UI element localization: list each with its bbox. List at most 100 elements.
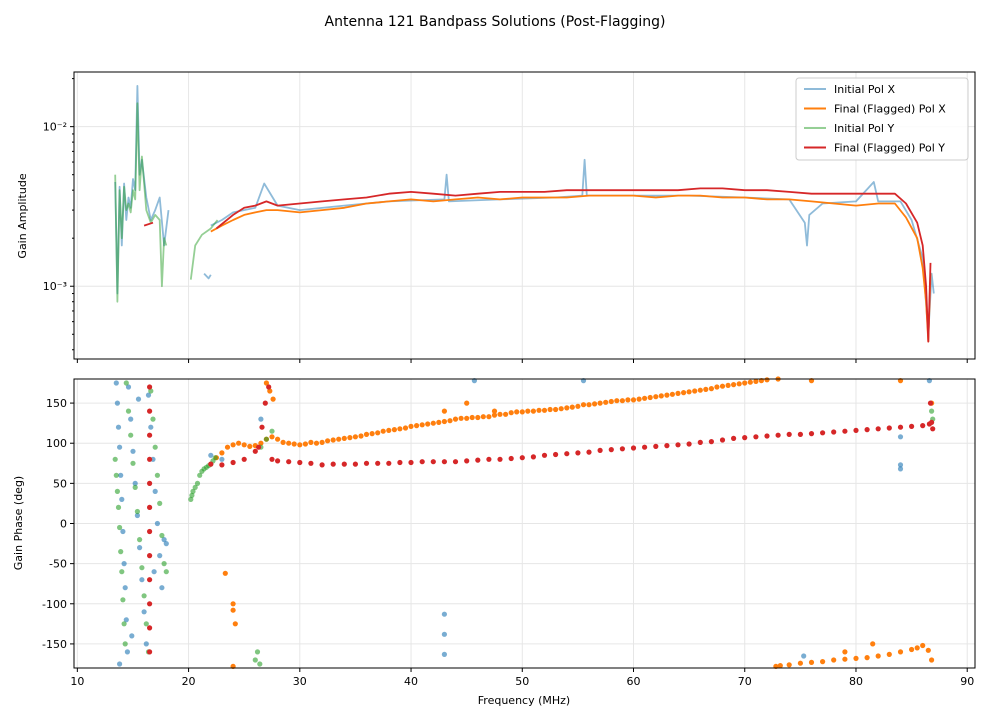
phase-point — [115, 504, 122, 510]
phase-point — [267, 388, 273, 394]
phase-point — [897, 434, 904, 440]
phase-point — [647, 394, 653, 401]
phase-point — [157, 500, 163, 506]
phase-point — [375, 460, 381, 466]
phase-point — [497, 411, 503, 417]
phase-xtick-label: 20 — [182, 675, 196, 688]
phase-point — [219, 450, 225, 456]
phase-point — [608, 398, 614, 405]
phase-xtick-label: 80 — [849, 675, 863, 688]
phase-point — [208, 452, 214, 458]
phase-point — [430, 459, 436, 465]
phase-point — [224, 444, 231, 450]
phase-point — [397, 459, 403, 466]
amp-ytick-label: 10⁻³ — [43, 280, 67, 293]
phase-point — [458, 415, 464, 421]
phase-point — [147, 577, 153, 583]
phase-point — [708, 386, 715, 392]
phase-point — [786, 431, 792, 437]
amplitude-series — [114, 85, 935, 343]
phase-point — [197, 472, 203, 478]
amplitude-axes-frame — [73, 71, 976, 360]
phase-point — [464, 458, 470, 464]
phase-point — [286, 459, 292, 465]
phase-point — [230, 442, 236, 448]
phase-point — [145, 392, 152, 398]
phase-point — [297, 442, 303, 448]
phase-point — [777, 663, 783, 669]
phase-point — [536, 407, 542, 413]
phase-point — [658, 393, 664, 399]
phase-point — [352, 461, 358, 467]
phase-point — [313, 440, 320, 446]
phase-point — [491, 408, 498, 414]
phase-point — [842, 428, 848, 434]
phase-point — [123, 380, 129, 386]
phase-point — [886, 425, 892, 431]
phase-point — [259, 424, 265, 430]
phase-point — [686, 389, 692, 395]
phase-point — [262, 400, 268, 406]
phase-point — [269, 456, 275, 462]
phase-point — [419, 459, 425, 465]
phase-point — [236, 440, 242, 446]
phase-point — [408, 423, 414, 429]
phase-point — [363, 431, 370, 437]
phase-point — [681, 390, 687, 396]
phase-point — [897, 649, 904, 655]
phase-point — [219, 462, 225, 468]
phase-point — [553, 406, 559, 413]
phase-point — [341, 461, 347, 467]
phase-point — [742, 435, 748, 441]
phase-point — [797, 431, 804, 437]
phase-point — [270, 396, 276, 402]
phase-point — [113, 380, 119, 386]
amplitude-axis-ticks: 10⁻² 10⁻³ — [43, 78, 968, 363]
phase-scatter-initial-pol-y — [112, 380, 936, 667]
phase-point — [129, 633, 135, 639]
amplitude-panel: 10⁻² 10⁻³ Gain Amplitude Initial Pol X Fin… — [16, 71, 976, 363]
phase-point — [864, 655, 870, 661]
phase-point — [870, 641, 876, 647]
phase-point — [486, 456, 492, 462]
phase-point — [119, 496, 125, 502]
phase-point — [263, 380, 269, 386]
phase-point — [530, 454, 537, 460]
phase-xlabel: Frequency (MHz) — [478, 694, 570, 707]
phase-point — [441, 651, 447, 658]
phase-point — [114, 400, 120, 406]
phase-point — [508, 410, 514, 416]
phase-point — [143, 621, 149, 627]
legend-label-initial-pol-x: Initial Pol X — [834, 83, 895, 96]
phase-point — [625, 397, 631, 403]
phase-ytick-label: 150 — [46, 397, 67, 410]
phase-point — [425, 421, 431, 427]
phase-point — [157, 553, 163, 559]
phase-point — [132, 480, 138, 486]
phase-series — [112, 376, 936, 670]
phase-point — [151, 569, 157, 575]
phase-point — [801, 653, 807, 659]
phase-point — [141, 609, 147, 615]
phase-point — [232, 621, 238, 627]
phase-point — [147, 384, 153, 390]
phase-point — [139, 577, 145, 583]
phase-point — [914, 645, 920, 651]
phase-point — [486, 414, 492, 420]
phase-point — [147, 504, 153, 510]
phase-point — [703, 386, 709, 392]
phase-point — [252, 448, 258, 454]
phase-point — [147, 456, 153, 462]
phase-point — [148, 424, 154, 430]
phase-point — [192, 484, 198, 490]
phase-xtick-label: 90 — [960, 675, 974, 688]
phase-point — [708, 439, 715, 445]
phase-point — [491, 412, 498, 418]
phase-point — [135, 396, 142, 402]
phase-point — [697, 387, 703, 393]
phase-point — [269, 434, 275, 440]
phase-point — [190, 488, 196, 494]
phase-point — [147, 432, 153, 438]
phase-point — [134, 512, 140, 519]
phase-point — [430, 420, 436, 426]
